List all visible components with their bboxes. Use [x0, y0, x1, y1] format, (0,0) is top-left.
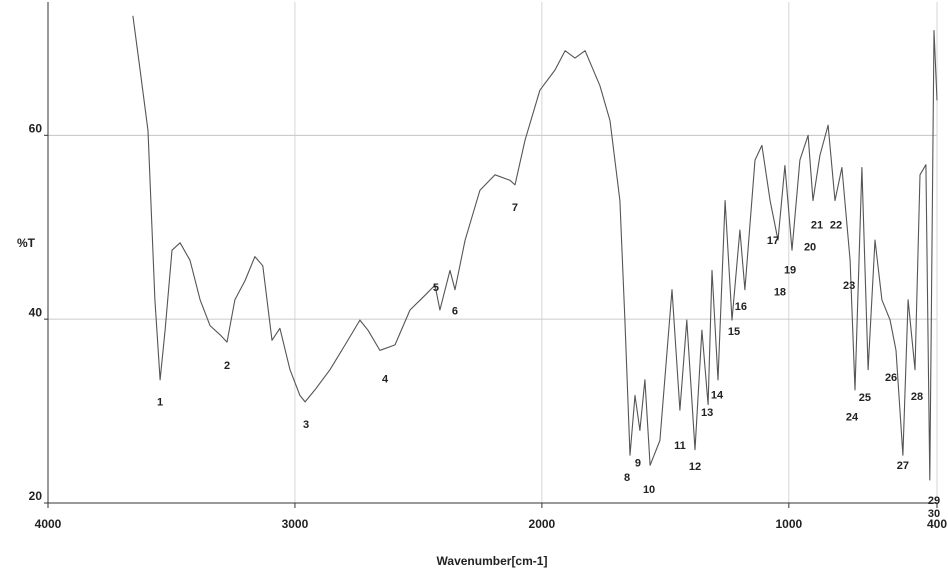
y-tick-label: 20 [29, 489, 43, 503]
peak-label: 9 [635, 457, 641, 469]
peak-label: 28 [911, 391, 923, 403]
peak-label: 29 [928, 495, 940, 507]
peak-label: 12 [689, 461, 701, 473]
peak-label: 4 [382, 374, 389, 386]
peak-label: 17 [767, 235, 779, 247]
peak-label: 13 [701, 407, 713, 419]
y-tick-label: 60 [29, 121, 43, 135]
peak-label: 23 [843, 280, 855, 292]
peak-label: 27 [897, 460, 909, 472]
peak-label: 16 [735, 301, 747, 313]
peak-label: 1 [157, 397, 163, 409]
peak-label: 7 [512, 202, 518, 214]
peak-label: 5 [433, 282, 439, 294]
peak-label: 26 [885, 372, 897, 384]
peak-label: 18 [774, 286, 786, 298]
peak-label: 19 [784, 264, 796, 276]
y-axis-label: %T [17, 236, 36, 250]
peak-label: 15 [728, 326, 740, 338]
peak-label: 10 [643, 484, 655, 496]
x-tick-label: 2000 [529, 517, 556, 531]
peak-label: 8 [624, 472, 630, 484]
x-tick-label: 1000 [775, 517, 802, 531]
x-tick-label: 400 [927, 517, 947, 531]
peak-label: 20 [804, 241, 816, 253]
peak-label: 2 [224, 360, 230, 372]
spectrum-line [132, 15, 938, 481]
x-tick-label: 4000 [35, 517, 62, 531]
peak-label: 6 [452, 306, 458, 318]
y-tick-label: 40 [29, 305, 43, 319]
peak-label: 22 [830, 219, 842, 231]
peak-label: 11 [674, 440, 686, 452]
peak-label: 14 [711, 389, 724, 401]
peak-label: 21 [811, 219, 823, 231]
x-tick-label: 3000 [282, 517, 309, 531]
peak-label: 30 [928, 508, 940, 520]
peak-label: 24 [846, 411, 859, 423]
x-axis-label: Wavenumber[cm-1] [437, 554, 548, 568]
peak-label: 3 [303, 419, 309, 431]
peak-label: 25 [859, 392, 871, 404]
